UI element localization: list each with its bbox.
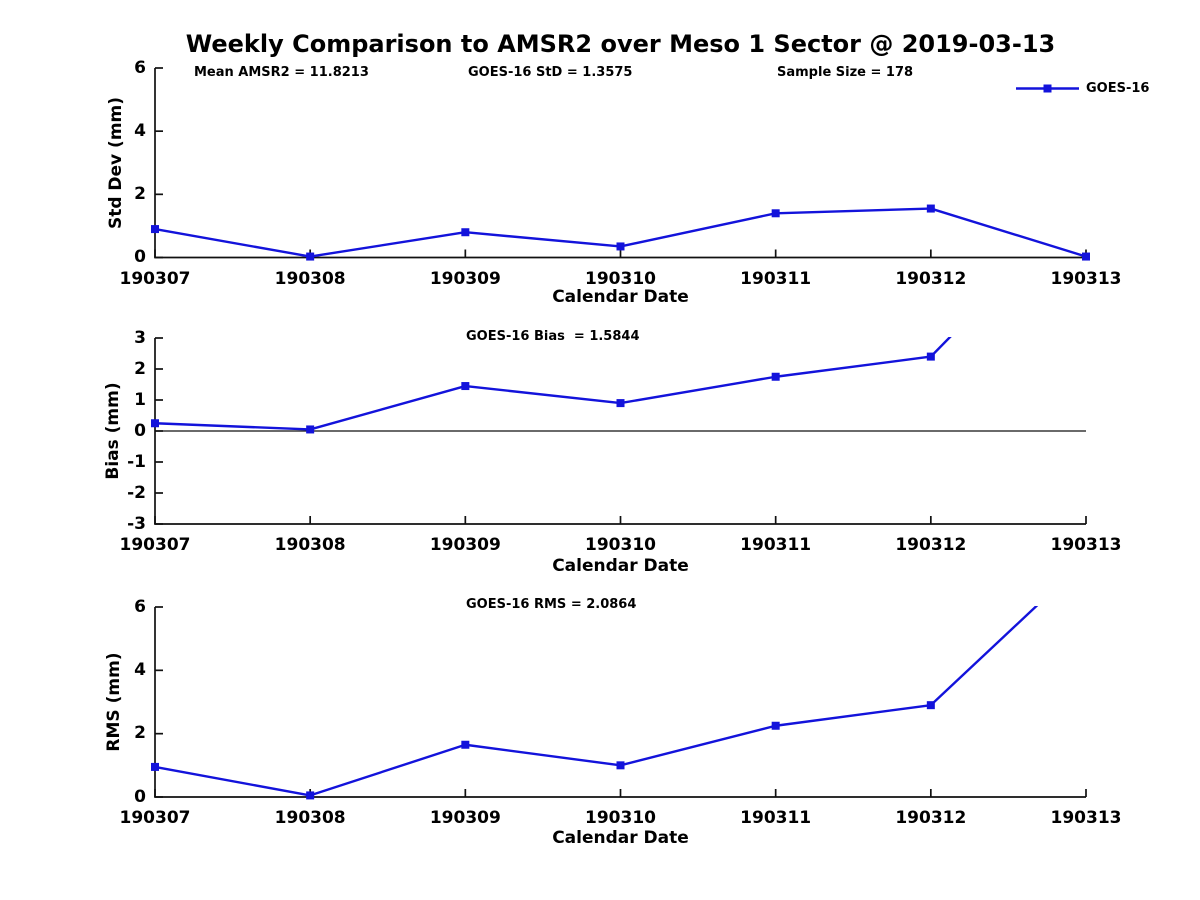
ytick-label: 0 xyxy=(134,786,146,807)
ytick-label: 1 xyxy=(134,389,146,410)
xtick-label: 190312 xyxy=(895,535,967,555)
xtick-label: 190313 xyxy=(1050,535,1122,555)
xtick-label: 190307 xyxy=(119,535,191,555)
xtick-label: 190312 xyxy=(895,808,967,828)
xtick-label: 190311 xyxy=(740,268,812,289)
xlabel-bias: Calendar Date xyxy=(552,556,689,576)
subplot-std-dev xyxy=(155,68,1086,258)
annotation-sample-size: Sample Size = 178 xyxy=(777,65,914,80)
xtick-label: 190307 xyxy=(119,808,191,828)
legend-line-sample-icon xyxy=(1016,84,1079,93)
ytick-label: 4 xyxy=(134,120,146,141)
annotation-mean-amsr2: Mean AMSR2 = 11.8213 xyxy=(194,65,369,80)
ytick-label: 4 xyxy=(134,659,146,680)
xtick-label: 190311 xyxy=(740,808,812,828)
xlabel-std-dev: Calendar Date xyxy=(552,287,689,307)
legend xyxy=(1013,80,1083,97)
xtick-label: 190309 xyxy=(429,808,501,828)
xtick-label: 190308 xyxy=(274,268,346,289)
ytick-label: 0 xyxy=(134,420,146,441)
xtick-label: 190308 xyxy=(274,808,346,828)
xlabel-rms: Calendar Date xyxy=(552,828,689,848)
xtick-label: 190310 xyxy=(585,268,656,289)
ytick-label: -2 xyxy=(127,482,146,503)
ytick-label: 2 xyxy=(134,358,146,379)
ytick-label: 6 xyxy=(134,596,146,617)
annotation-goes16-bias: GOES-16 Bias = 1.5844 xyxy=(466,329,640,344)
ytick-label: -1 xyxy=(127,451,146,472)
xtick-label: 190310 xyxy=(585,535,656,555)
ytick-label: 6 xyxy=(134,57,146,78)
ylabel-std-dev: Std Dev (mm) xyxy=(106,96,126,230)
ytick-label: 0 xyxy=(134,247,146,267)
subplot-bias xyxy=(155,338,1086,524)
xtick-label: 190311 xyxy=(740,535,812,555)
xtick-label: 190313 xyxy=(1050,268,1122,289)
legend-label: GOES-16 xyxy=(1086,81,1150,96)
xtick-label: 190310 xyxy=(585,808,656,828)
xtick-label: 190313 xyxy=(1050,808,1122,828)
xtick-label: 190309 xyxy=(429,535,501,555)
annotation-goes16-std: GOES-16 StD = 1.3575 xyxy=(468,65,633,80)
ytick-label: 2 xyxy=(134,183,146,204)
xtick-label: 190308 xyxy=(274,535,346,555)
xtick-label: 190307 xyxy=(119,268,191,289)
ytick-label: 2 xyxy=(134,723,146,744)
annotation-goes16-rms: GOES-16 RMS = 2.0864 xyxy=(466,597,637,612)
chart-title: Weekly Comparison to AMSR2 over Meso 1 S… xyxy=(185,30,1056,58)
xtick-label: 190312 xyxy=(895,268,967,289)
xtick-label: 190309 xyxy=(429,268,501,289)
subplot-rms xyxy=(155,607,1086,797)
ytick-label: -3 xyxy=(127,513,146,534)
ytick-label: 3 xyxy=(134,327,146,348)
